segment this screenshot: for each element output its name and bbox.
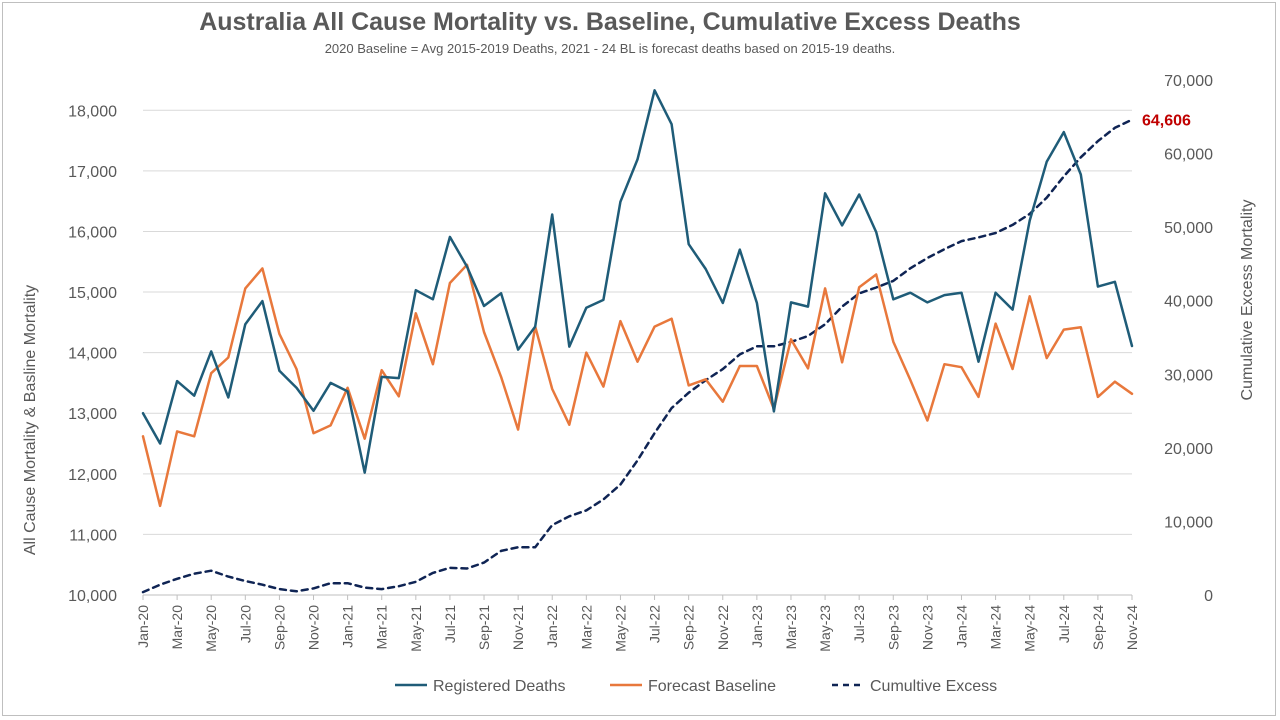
y-tick-label: 18,000 [68,103,117,120]
x-tick-label: Sep-22 [681,605,697,650]
x-tick-label: May-21 [408,605,424,652]
annotation-final-cumulative: 64,606 [1142,113,1191,130]
y2-tick-label: 40,000 [1164,294,1213,311]
series-line-forecast-baseline [141,263,1134,508]
x-tick-label: Mar-22 [578,605,594,650]
y-tick-label: 16,000 [68,224,117,241]
y2-tick-label: 70,000 [1164,73,1213,90]
x-tick-label: May-23 [817,605,833,652]
x-tick-label: Nov-23 [919,605,935,650]
y-axis-right-label: Cumulative Excess Mortality [1239,200,1256,401]
x-tick-label: Nov-24 [1124,605,1140,650]
x-tick-label: Nov-21 [510,605,526,650]
x-tick-label: Mar-24 [988,605,1004,650]
y-tick-label: 12,000 [68,467,117,484]
y-tick-label: 11,000 [69,527,117,544]
y2-tick-label: 0 [1204,588,1213,605]
gridlines [143,109,1132,596]
x-tick-label: Sep-21 [476,605,492,650]
x-tick-label: Nov-20 [306,605,322,650]
x-tick-label: Mar-21 [374,605,390,650]
y-tick-label: 14,000 [68,346,117,363]
y-axis-left-ticks: 10,000 11,000 12,000 13,000 14,000 15,000 16,0… [68,103,117,605]
x-tick-label: Jul-20 [237,605,253,643]
x-tick-label: Mar-20 [169,605,185,650]
series-line-cumultive-excess [141,118,1134,594]
x-tick-label: Jan-21 [340,605,356,648]
x-tick-label: Jul-24 [1056,605,1072,643]
y-tick-label: 15,000 [68,285,117,302]
chart-title: Australia All Cause Mortality vs. Baseli… [199,8,1021,36]
x-tick-label: May-20 [203,605,219,652]
legend: Registered Deaths Forecast Baseline Cumult… [395,678,997,695]
series-line-registered-deaths [141,89,1134,474]
x-tick-label: Jul-22 [647,605,663,643]
x-tick-label: May-22 [612,605,628,652]
y2-tick-label: 10,000 [1164,514,1213,531]
chart-subtitle: 2020 Baseline = Avg 2015-2019 Deaths, 20… [325,41,896,56]
x-tick-label: Sep-20 [271,605,287,650]
y2-tick-label: 50,000 [1164,220,1213,237]
x-tick-label: Jul-21 [442,605,458,643]
x-tick-label: Sep-23 [885,605,901,650]
series-layer [141,89,1134,594]
x-tick-label: Jan-20 [135,605,151,648]
y-tick-label: 10,000 [68,588,117,605]
legend-label: Registered Deaths [433,678,566,695]
x-tick-label: Mar-23 [783,605,799,650]
y-tick-label: 17,000 [68,164,117,181]
y2-tick-label: 30,000 [1164,367,1213,384]
x-tick-label: Jan-24 [953,605,969,648]
x-tick-label: Nov-22 [715,605,731,650]
x-axis-ticks: Jan-20 Mar-20 May-20 Jul-20 Sep-20 Nov-20 Jan-… [135,595,1140,652]
x-tick-label: May-24 [1022,605,1038,652]
y-tick-label: 13,000 [68,406,117,423]
x-tick-label: Sep-24 [1090,605,1106,650]
legend-label: Forecast Baseline [648,678,776,695]
y2-tick-label: 20,000 [1164,441,1213,458]
y-axis-right-ticks: 0 10,000 20,000 30,000 40,000 50,000 60,000 70,… [1164,73,1213,605]
x-tick-label: Jan-23 [749,605,765,648]
legend-label: Cumultive Excess [870,678,997,695]
y-axis-left-label: All Cause Mortality & Basline Mortality [22,285,39,555]
x-tick-label: Jan-22 [544,605,560,648]
x-tick-label: Jul-23 [851,605,867,643]
y2-tick-label: 60,000 [1164,147,1213,164]
